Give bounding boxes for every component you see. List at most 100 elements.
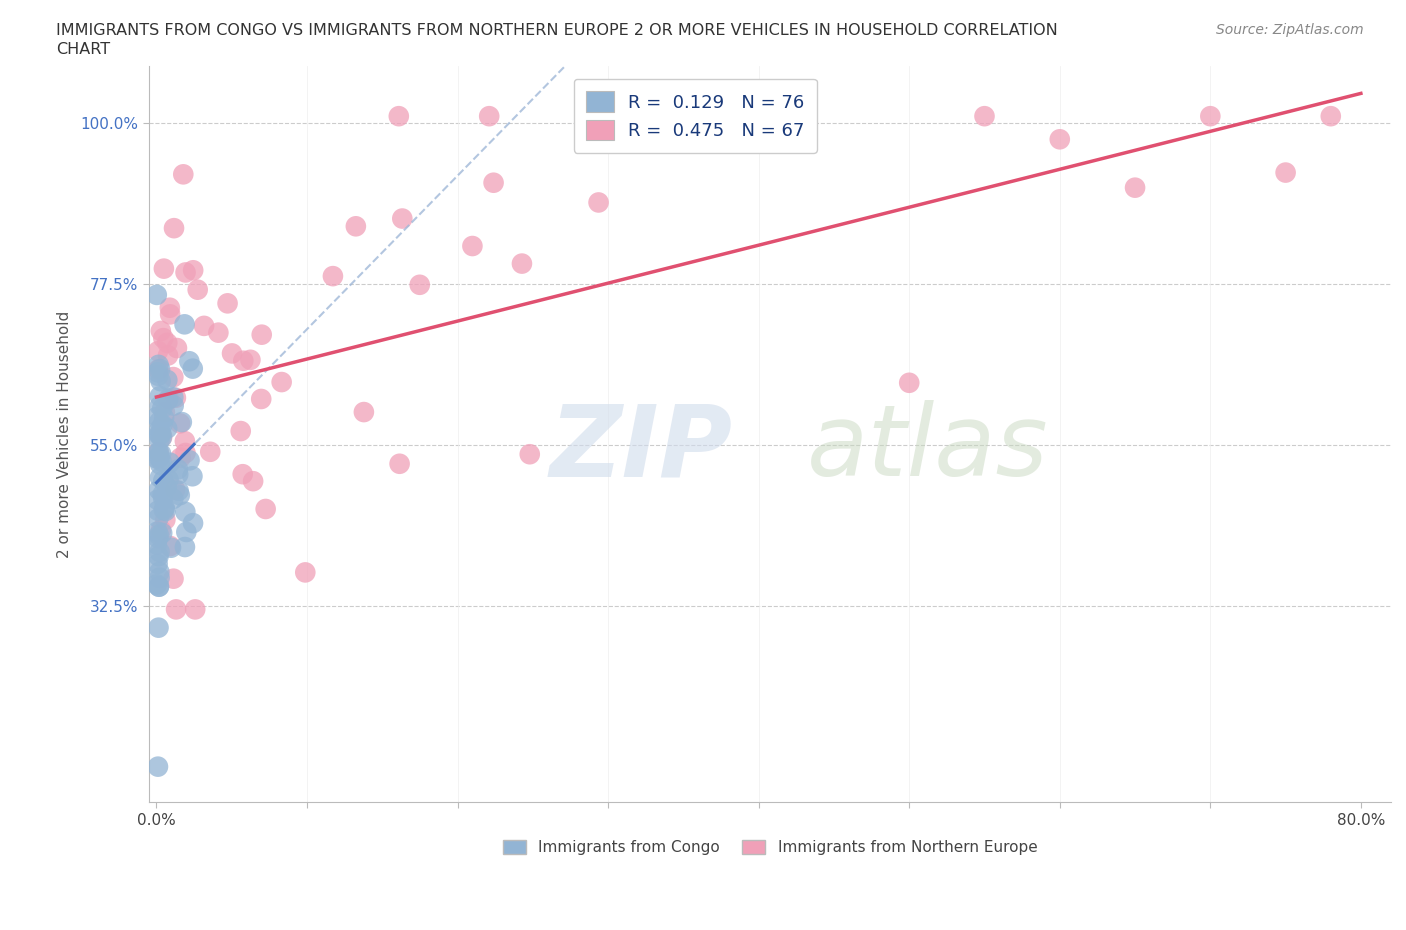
Point [159, 456, 181, 471]
Point [157, 472, 180, 487]
Point [145, 287, 167, 302]
Point [409, 277, 432, 292]
Point [146, 538, 169, 552]
Point [148, 428, 170, 443]
Point [181, 263, 204, 278]
Point [146, 409, 169, 424]
Point [148, 527, 170, 542]
Point [153, 500, 176, 515]
Point [153, 410, 176, 425]
Point [162, 369, 184, 384]
Point [156, 348, 179, 363]
Point [149, 399, 172, 414]
Point [239, 352, 262, 367]
Point [156, 392, 179, 407]
Point [148, 362, 170, 377]
Point [1319, 109, 1341, 124]
Point [146, 531, 169, 546]
Point [353, 405, 375, 419]
Point [152, 473, 174, 488]
Point [174, 265, 197, 280]
Point [250, 392, 273, 406]
Point [207, 326, 229, 340]
Point [162, 390, 184, 405]
Point [148, 445, 170, 459]
Point [156, 336, 179, 351]
Point [159, 300, 181, 315]
Point [156, 480, 179, 495]
Point [148, 422, 170, 437]
Point [221, 346, 243, 361]
Point [973, 109, 995, 124]
Point [146, 525, 169, 539]
Point [146, 492, 169, 507]
Point [169, 450, 191, 465]
Point [250, 327, 273, 342]
Point [187, 282, 209, 297]
Point [148, 427, 170, 442]
Point [519, 446, 541, 461]
Point [149, 374, 172, 389]
Point [184, 602, 207, 617]
Point [344, 219, 367, 233]
Point [150, 426, 173, 441]
Point [898, 376, 921, 391]
Point [146, 344, 169, 359]
Point [254, 501, 277, 516]
Point [150, 454, 173, 469]
Point [148, 565, 170, 579]
Point [165, 483, 187, 498]
Point [165, 391, 187, 405]
Point [172, 166, 194, 181]
Point [167, 462, 190, 477]
Point [588, 195, 610, 210]
Legend: Immigrants from Congo, Immigrants from Northern Europe: Immigrants from Congo, Immigrants from N… [496, 833, 1043, 861]
Point [148, 357, 170, 372]
Point [160, 540, 183, 555]
Point [242, 473, 264, 488]
Point [181, 361, 204, 376]
Point [153, 261, 176, 276]
Point [146, 503, 169, 518]
Point [152, 331, 174, 346]
Point [155, 512, 177, 527]
Point [170, 415, 193, 430]
Point [148, 549, 170, 564]
Point [181, 516, 204, 531]
Point [179, 353, 201, 368]
Point [217, 296, 239, 311]
Point [388, 109, 411, 124]
Point [482, 175, 505, 190]
Point [148, 415, 170, 430]
Point [179, 453, 201, 468]
Point [167, 484, 190, 498]
Text: atlas: atlas [807, 401, 1049, 498]
Point [391, 211, 413, 226]
Point [150, 401, 173, 416]
Point [1199, 109, 1222, 124]
Point [156, 373, 179, 388]
Point [229, 424, 252, 439]
Point [148, 579, 170, 594]
Point [163, 398, 186, 413]
Point [232, 353, 254, 368]
Point [150, 431, 173, 445]
Point [153, 502, 176, 517]
Point [173, 433, 195, 448]
Text: CHART: CHART [56, 42, 110, 57]
Point [162, 491, 184, 506]
Point [163, 220, 186, 235]
Point [181, 469, 204, 484]
Point [146, 759, 169, 774]
Point [145, 451, 167, 466]
Point [174, 445, 197, 460]
Point [1123, 180, 1146, 195]
Point [159, 538, 181, 553]
Point [232, 467, 254, 482]
Point [152, 490, 174, 505]
Point [149, 523, 172, 538]
Point [146, 577, 169, 591]
Point [169, 488, 191, 503]
Point [193, 318, 215, 333]
Point [322, 269, 344, 284]
